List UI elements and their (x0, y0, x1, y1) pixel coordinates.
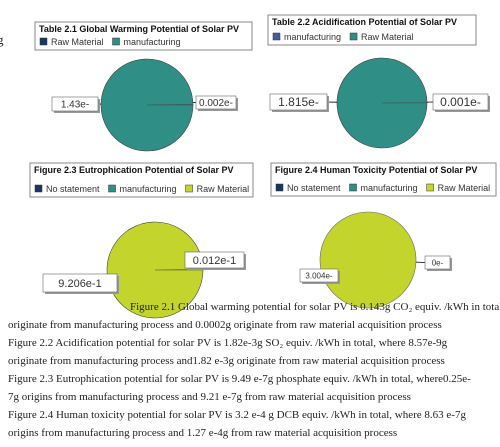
legend-swatch (426, 183, 434, 192)
legend-swatch (108, 184, 116, 193)
pie-slice (336, 57, 428, 149)
value-label: 1.43e- (61, 100, 89, 111)
caption-line: originate from manufacturing process and… (8, 355, 445, 367)
label-box (42, 273, 118, 293)
chart-title: Table 2.2 Acidification Potential of Sol… (272, 17, 457, 27)
legend-label: Raw Material (51, 37, 104, 47)
label-box (184, 251, 245, 269)
legend-swatch (275, 183, 284, 192)
legend-label: Raw Material (438, 183, 491, 193)
label-box (195, 95, 237, 110)
value-label: 0.002e- (199, 98, 233, 109)
label-box (299, 268, 339, 283)
label-box (51, 96, 99, 112)
pie-slice (100, 58, 194, 152)
caption-line: Figure 2.3 Eutrophication potential for … (8, 373, 471, 385)
label-box (269, 93, 328, 111)
margin-text: g (0, 32, 4, 47)
legend-label: Raw Material (361, 32, 414, 42)
legend-label: manufacturing (284, 32, 341, 42)
legend-box (270, 162, 497, 197)
pie-slice (319, 211, 417, 309)
caption-line: origins from manufacturing process and 1… (8, 427, 397, 439)
legend-box (34, 21, 253, 51)
legend-box (29, 162, 254, 198)
value-label: 3.004e- (305, 271, 332, 280)
value-label: 1.815e- (278, 95, 319, 109)
chart-title: Figure 2.3 Eutrophication Potential of S… (34, 165, 234, 175)
legend-box (267, 14, 477, 46)
value-label: 0.012e-1 (193, 255, 236, 267)
caption-line: Figure 2.2 Acidification potential for s… (8, 337, 448, 349)
legend-swatch (185, 184, 193, 193)
caption-line: originate from manufacturing process and… (8, 319, 442, 331)
legend-label: manufacturing (361, 183, 418, 193)
chart-title: Table 2.1 Global Warming Potential of So… (39, 24, 239, 34)
pie-slice (106, 221, 204, 319)
caption-line: Figure 2.4 Human toxicity potential for … (8, 409, 466, 421)
legend-label: manufacturing (120, 184, 177, 194)
value-label: 0e- (432, 258, 444, 267)
legend-swatch (112, 37, 120, 46)
value-label: 9.206e-1 (58, 278, 101, 290)
legend-swatch (272, 32, 281, 41)
chart-title: Figure 2.4 Human Toxicity Potential of S… (275, 165, 477, 175)
legend-swatch (349, 183, 357, 192)
legend-label: No statement (287, 183, 341, 193)
legend-label: Raw Material (197, 184, 250, 194)
label-box (432, 93, 489, 111)
caption-line: 7g origins from manufacturing process an… (8, 391, 411, 403)
legend-swatch (349, 32, 358, 41)
legend-swatch (34, 184, 43, 193)
legend-label: No statement (46, 184, 100, 194)
legend-swatch (39, 37, 48, 46)
legend-label: manufacturing (124, 37, 181, 47)
caption-line: Figure 2.1 Global warming potential for … (130, 301, 500, 313)
value-label: 0.001e- (440, 95, 481, 109)
label-box (424, 255, 451, 270)
